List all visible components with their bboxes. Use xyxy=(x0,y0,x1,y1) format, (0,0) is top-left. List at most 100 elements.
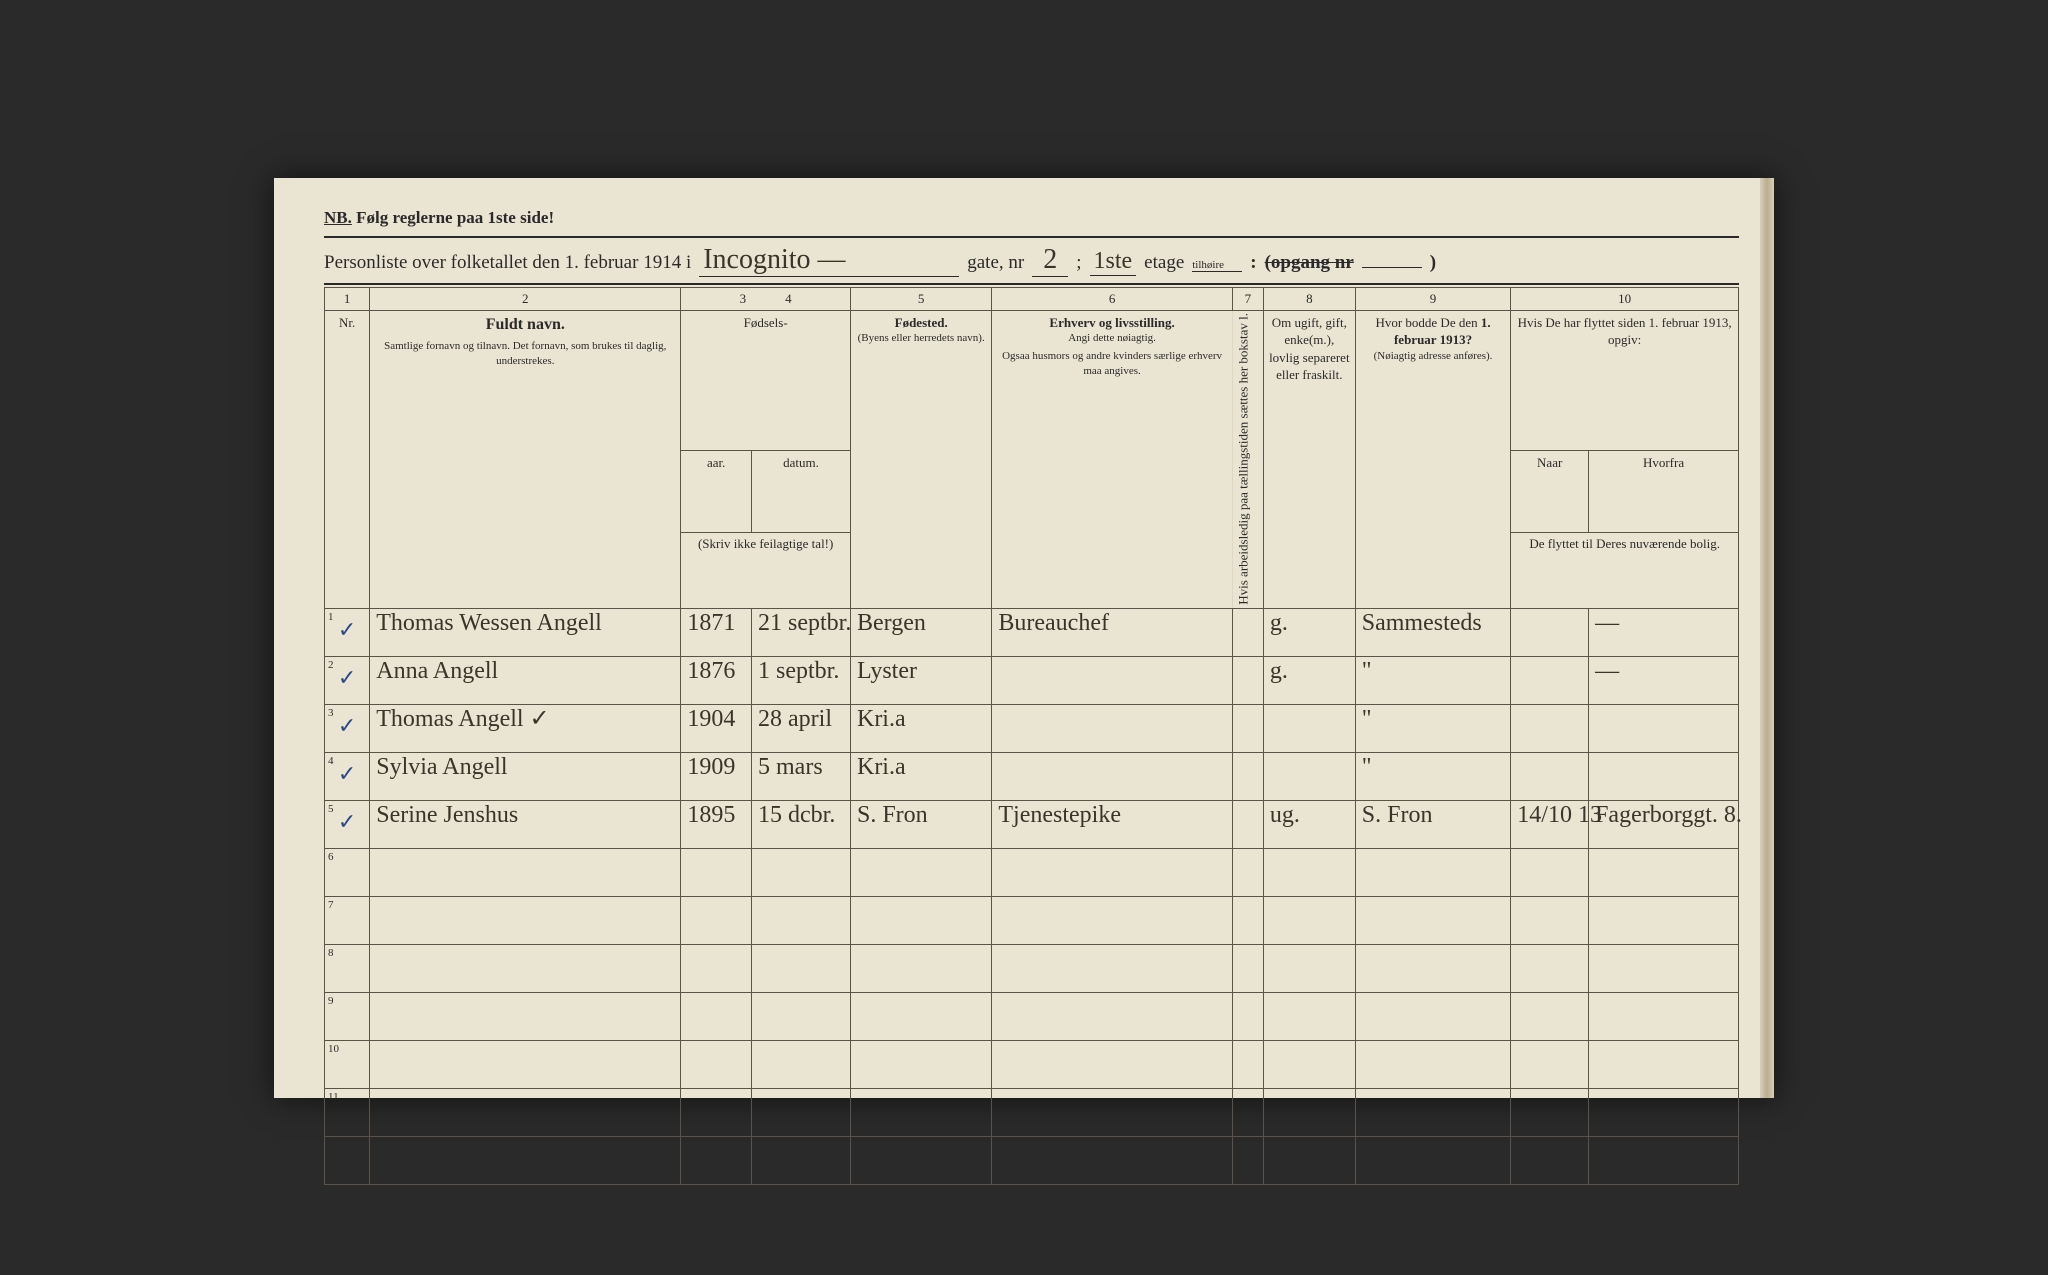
cell-fodested xyxy=(850,1137,991,1185)
table-row: 8 xyxy=(325,945,1739,993)
handwritten-value: — xyxy=(1595,658,1619,684)
cell-fodested xyxy=(850,1089,991,1137)
row-number: 7 xyxy=(328,899,334,911)
cell-hvorfra: — xyxy=(1589,609,1739,657)
cell-erhverv: Tjenestepike xyxy=(992,801,1232,849)
cell-naar xyxy=(1511,945,1589,993)
cell-naar xyxy=(1511,849,1589,897)
census-table: 1 2 3 4 5 6 7 8 9 10 Nr. Fuldt navn. Sam… xyxy=(324,287,1739,1186)
binding-edge xyxy=(1760,178,1774,1098)
cell-aar xyxy=(681,1041,752,1089)
cell-aar: 1895 xyxy=(681,801,752,849)
cell-addr1913: " xyxy=(1355,705,1511,753)
cell-fodested xyxy=(850,993,991,1041)
cell-name: Thomas Wessen Angell xyxy=(370,609,681,657)
handwritten-value: Thomas Wessen Angell xyxy=(376,610,602,636)
handwritten-value: 1 septbr. xyxy=(758,658,839,684)
row-number: 12 xyxy=(328,1139,339,1151)
gate-nr: 2 xyxy=(1032,244,1068,277)
handwritten-value: Serine Jenshus xyxy=(376,802,518,828)
cell-erhverv xyxy=(992,753,1232,801)
handwritten-value: Sammesteds xyxy=(1362,610,1482,636)
checkmark-icon: ✓ xyxy=(338,809,356,835)
cell-aar xyxy=(681,1137,752,1185)
handwritten-value: 1876 xyxy=(687,658,735,684)
table-row: 9 xyxy=(325,993,1739,1041)
cell-datum: 15 dcbr. xyxy=(752,801,851,849)
handwritten-value: S. Fron xyxy=(1362,802,1433,828)
cell-nr: 12 xyxy=(325,1137,370,1185)
hdr-col10-title: Hvis De har flyttet siden 1. februar 191… xyxy=(1511,310,1739,450)
cell-addr1913: S. Fron xyxy=(1355,801,1511,849)
tilheire: tilhøire xyxy=(1192,259,1242,272)
cell-addr1913: " xyxy=(1355,657,1511,705)
cell-datum xyxy=(752,993,851,1041)
handwritten-value: Anna Angell xyxy=(376,658,498,684)
cell-hvorfra xyxy=(1589,1041,1739,1089)
cell-aar xyxy=(681,945,752,993)
hdr-fodsels: Fødsels- xyxy=(681,310,851,450)
cell-addr1913: " xyxy=(1355,753,1511,801)
cell-fodested xyxy=(850,849,991,897)
table-row: 3✓Thomas Angell ✓190428 aprilKri.a" xyxy=(325,705,1739,753)
row-number: 8 xyxy=(328,947,334,959)
row-number: 6 xyxy=(328,851,334,863)
nb-text: Følg reglerne paa 1ste side! xyxy=(356,208,554,227)
handwritten-value: Bergen xyxy=(857,610,926,636)
handwritten-value: " xyxy=(1362,658,1372,684)
gate-label: gate, nr xyxy=(967,252,1024,274)
cell-name xyxy=(370,849,681,897)
cell-naar xyxy=(1511,705,1589,753)
handwritten-value: 28 april xyxy=(758,706,832,732)
cell-naar xyxy=(1511,657,1589,705)
cell-col7 xyxy=(1232,945,1263,993)
cell-hvorfra xyxy=(1589,753,1739,801)
cell-naar xyxy=(1511,1041,1589,1089)
handwritten-value: 21 septbr. xyxy=(758,610,851,636)
cell-aar xyxy=(681,849,752,897)
cell-col7 xyxy=(1232,897,1263,945)
opgang-blank xyxy=(1362,249,1422,268)
handwritten-value: Lyster xyxy=(857,658,917,684)
cell-name: Anna Angell xyxy=(370,657,681,705)
colnum-row: 1 2 3 4 5 6 7 8 9 10 xyxy=(325,287,1739,310)
header-row: Nr. Fuldt navn. Samtlige fornavn og tiln… xyxy=(325,310,1739,450)
checkmark-icon: ✓ xyxy=(338,713,356,739)
cell-nr: 4✓ xyxy=(325,753,370,801)
handwritten-value: 1895 xyxy=(687,802,735,828)
cell-status: ug. xyxy=(1263,801,1355,849)
hdr-aar: aar. xyxy=(681,450,752,532)
cell-erhverv xyxy=(992,849,1232,897)
cell-col7 xyxy=(1232,657,1263,705)
etage-hand: 1ste xyxy=(1090,248,1137,276)
colnum: 9 xyxy=(1355,287,1511,310)
hdr-name-sub: Samtlige fornavn og tilnavn. Det fornavn… xyxy=(374,339,676,369)
cell-name: Serine Jenshus xyxy=(370,801,681,849)
table-row: 1✓Thomas Wessen Angell187121 septbr.Berg… xyxy=(325,609,1739,657)
cell-datum: 21 septbr. xyxy=(752,609,851,657)
cell-addr1913 xyxy=(1355,1137,1511,1185)
hdr-erhverv-sub2: Ogsaa husmors og andre kvinders særlige … xyxy=(996,349,1227,379)
row-number: 4 xyxy=(328,755,334,767)
handwritten-value: Fagerborggt. 8. xyxy=(1595,802,1742,828)
cell-datum xyxy=(752,897,851,945)
cell-status: g. xyxy=(1263,657,1355,705)
cell-datum xyxy=(752,1041,851,1089)
cell-status xyxy=(1263,705,1355,753)
cell-addr1913 xyxy=(1355,897,1511,945)
nb-line: NB. Følg reglerne paa 1ste side! xyxy=(324,208,1739,228)
hdr-hvorfra: Hvorfra xyxy=(1589,450,1739,532)
handwritten-value: 14/10 13 xyxy=(1517,802,1602,828)
cell-name xyxy=(370,945,681,993)
colnum: 8 xyxy=(1263,287,1355,310)
hdr-erhverv: Erhverv og livsstilling. Angi dette nøia… xyxy=(992,310,1232,609)
cell-hvorfra xyxy=(1589,705,1739,753)
cell-aar: 1876 xyxy=(681,657,752,705)
handwritten-value: 15 dcbr. xyxy=(758,802,835,828)
cell-hvorfra xyxy=(1589,1137,1739,1185)
cell-nr: 9 xyxy=(325,993,370,1041)
cell-erhverv xyxy=(992,1041,1232,1089)
opgang-label: (opgang nr xyxy=(1265,252,1354,274)
row-number: 1 xyxy=(328,611,334,623)
hdr-fodested-title: Fødested. xyxy=(855,314,987,332)
